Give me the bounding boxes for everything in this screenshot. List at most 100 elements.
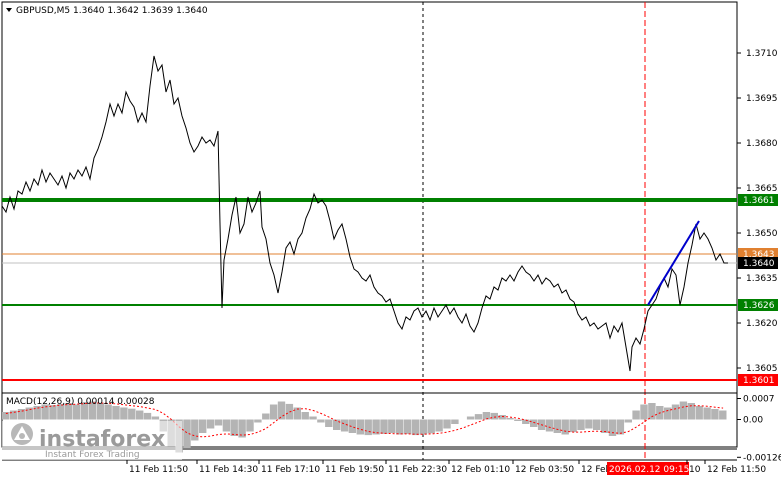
logo-text: instaforex — [39, 427, 165, 452]
macd-histogram-bar — [214, 419, 223, 426]
time-label-highlight: 2026.02.12 09:15 — [609, 465, 689, 475]
macd-histogram-bar — [600, 419, 609, 433]
macd-histogram-bar — [671, 404, 680, 420]
macd-histogram-bar — [333, 419, 341, 430]
macd-histogram-bar — [2, 412, 10, 420]
macd-histogram-bar — [585, 419, 593, 429]
macd-histogram-bar — [474, 414, 483, 420]
macd-histogram-bar — [112, 406, 120, 420]
macd-histogram-bar — [136, 410, 144, 420]
level-label-box-resistance — [738, 194, 778, 206]
macd-histogram-bar — [128, 408, 136, 420]
macd-histogram-bar — [372, 419, 380, 435]
time-label: 12 Feb 01:10 — [451, 465, 510, 475]
macd-indicator — [2, 401, 727, 453]
time-label: 11 Feb 17:10 — [261, 465, 320, 475]
macd-histogram-bar — [648, 403, 656, 420]
price-tick-label: 1.3680 — [746, 139, 778, 149]
macd-axis: 0.0007 0.00 -0.00126 — [737, 395, 781, 463]
macd-histogram-bar — [403, 419, 412, 434]
macd-histogram-bar — [88, 401, 97, 420]
time-label: 12 Feb 11:50 — [707, 465, 766, 475]
macd-histogram-bar — [553, 419, 561, 433]
macd-histogram-bar — [317, 419, 325, 423]
level-label-current: 1.3640 — [743, 259, 775, 269]
macd-histogram-bar — [569, 419, 577, 433]
macd-histogram-bar — [380, 419, 388, 434]
price-tick-label: 1.3650 — [746, 229, 778, 239]
macd-histogram-bar — [687, 403, 695, 420]
macd-histogram-bar — [41, 404, 49, 420]
macd-histogram-bar — [269, 404, 278, 420]
macd-histogram-bar — [120, 407, 128, 420]
logo-mark-icon — [11, 423, 33, 445]
macd-histogram-bar — [632, 410, 640, 420]
logo-tagline: Instant Forex Trading — [45, 450, 140, 460]
macd-histogram-bar — [151, 416, 160, 420]
macd-histogram-bar — [143, 412, 152, 420]
macd-histogram-bar — [498, 415, 506, 420]
macd-histogram-bar — [388, 419, 396, 433]
macd-histogram-bar — [482, 412, 491, 420]
macd-histogram-bar — [616, 419, 625, 435]
time-label: 11 Feb 14:30 — [199, 465, 258, 475]
macd-histogram-bar — [49, 405, 57, 420]
macd-histogram-bar — [206, 419, 215, 429]
macd-histogram-bar — [183, 419, 191, 448]
macd-histogram-bar — [309, 416, 317, 420]
time-axis: 11 Feb 11:50 11 Feb 14:30 11 Feb 17:10 11 F… — [126, 460, 766, 475]
macd-histogram-bar — [364, 419, 372, 436]
macd-histogram-bar — [561, 419, 569, 435]
macd-histogram-bar — [199, 419, 207, 433]
macd-histogram-bar — [254, 419, 262, 423]
macd-histogram-bar — [104, 404, 112, 420]
macd-histogram-bar — [96, 402, 104, 420]
instaforex-logo: instaforex Instant Forex Trading — [2, 421, 182, 460]
macd-histogram-bar — [356, 419, 364, 435]
time-highlight-box — [607, 462, 689, 475]
price-tick-label: 1.3605 — [746, 364, 778, 374]
macd-header: MACD(12,26,9) 0.00014 0.00028 — [6, 397, 155, 407]
price-tick-label: 1.3695 — [746, 94, 778, 104]
macd-histogram-bar — [514, 419, 522, 421]
level-label-resistance: 1.3661 — [743, 196, 775, 206]
macd-histogram-bar — [545, 419, 554, 432]
macd-histogram-bar — [9, 410, 18, 420]
price-tick-label: 1.3635 — [746, 274, 778, 284]
macd-histogram-bar — [230, 419, 238, 436]
macd-histogram-bar — [711, 409, 719, 420]
price-levels — [2, 198, 737, 381]
macd-histogram-bar — [664, 407, 672, 420]
symbol-header: GBPUSD,M5 1.3640 1.3642 1.3639 1.3640 — [16, 6, 208, 16]
macd-histogram-bar — [608, 419, 617, 436]
trend-arrow-line — [647, 220, 700, 306]
macd-histogram-bar — [396, 419, 404, 435]
macd-histogram-bar — [277, 401, 286, 420]
macd-histogram-bar — [57, 403, 65, 420]
price-tick-label: 1.3620 — [746, 319, 778, 329]
macd-tick-label: 0.00 — [743, 416, 763, 426]
macd-tick-label: -0.00126 — [743, 453, 781, 463]
macd-histogram-bar — [443, 419, 451, 429]
macd-histogram-bar — [411, 419, 420, 436]
macd-histogram-bar — [451, 419, 459, 424]
macd-histogram-bar — [293, 407, 301, 420]
macd-histogram-bar — [427, 419, 435, 434]
price-tick-label: 1.3710 — [746, 49, 778, 59]
price-tick-label: 1.3665 — [746, 184, 778, 194]
macd-tick-label: 0.0007 — [743, 395, 775, 405]
macd-histogram-bar — [419, 419, 428, 435]
time-label: 10 — [689, 465, 701, 475]
macd-histogram-bar — [435, 419, 443, 432]
trend-arrow — [647, 220, 700, 306]
macd-histogram-bar — [262, 413, 270, 420]
symbol-dropdown-icon[interactable] — [6, 8, 12, 12]
price-line — [1, 55, 728, 372]
macd-histogram-bar — [577, 419, 585, 430]
level-label-support: 1.3626 — [743, 301, 775, 311]
macd-histogram-bar — [522, 419, 530, 424]
macd-histogram-bar — [695, 406, 703, 420]
macd-histogram-bar — [348, 419, 357, 433]
